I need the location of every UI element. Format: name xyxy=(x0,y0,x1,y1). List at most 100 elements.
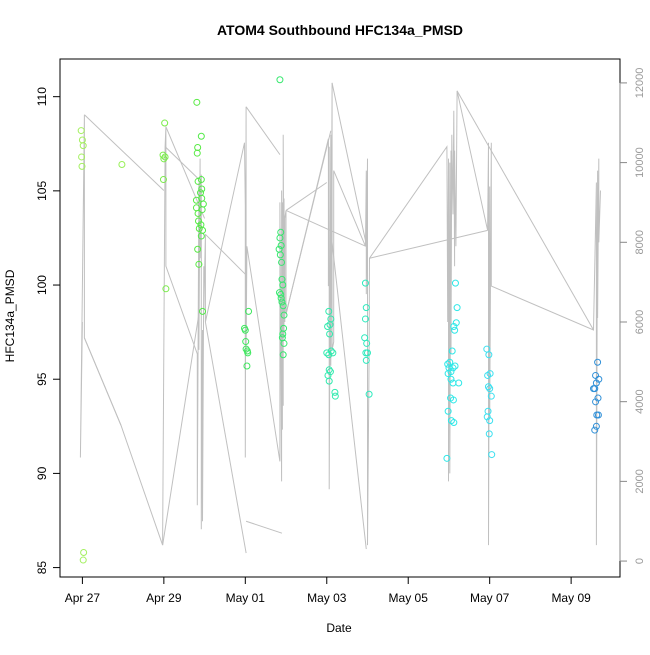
data-point xyxy=(363,349,371,357)
data-point xyxy=(331,388,339,396)
secondary-series xyxy=(79,82,601,554)
data-point xyxy=(363,339,371,347)
data-point xyxy=(276,76,284,84)
secondary-series-link xyxy=(331,82,368,247)
data-point xyxy=(197,232,205,240)
data-point xyxy=(279,351,287,359)
data-point xyxy=(361,315,369,323)
data-point xyxy=(245,307,253,315)
data-point xyxy=(486,385,494,393)
secondary-series-link xyxy=(245,106,281,155)
data-point xyxy=(331,392,339,400)
secondary-series-link xyxy=(285,182,328,211)
y-tick-label: 85 xyxy=(35,561,49,575)
data-point xyxy=(324,322,332,330)
data-point xyxy=(199,307,207,315)
data-point xyxy=(161,119,169,127)
data-point xyxy=(277,290,285,298)
data-point xyxy=(325,307,333,315)
secondary-series-link xyxy=(164,146,199,179)
data-point xyxy=(451,326,459,334)
y-tick-label: 105 xyxy=(35,181,49,201)
data-point xyxy=(279,302,287,310)
data-point xyxy=(198,206,206,214)
data-point xyxy=(484,383,492,391)
data-point xyxy=(78,162,86,170)
data-point xyxy=(592,398,600,406)
y2-tick-label: 4000 xyxy=(634,389,646,413)
secondary-series-link xyxy=(285,130,332,315)
data-point xyxy=(241,326,249,334)
y2-tick-label: 10000 xyxy=(634,147,646,178)
data-point xyxy=(444,360,452,368)
data-point xyxy=(194,209,202,217)
data-point xyxy=(447,375,455,383)
chart-title: ATOM4 Southbound HFC134a_PMSD xyxy=(217,22,463,38)
data-point xyxy=(193,149,201,157)
data-point xyxy=(278,298,286,306)
data-point xyxy=(280,311,288,319)
data-point xyxy=(159,176,167,184)
data-point xyxy=(444,370,452,378)
y2-tick-label: 0 xyxy=(634,558,646,564)
y2-tick-label: 2000 xyxy=(634,469,646,493)
data-point xyxy=(161,153,169,161)
x-tick-label: May 09 xyxy=(551,591,591,605)
secondary-series-link xyxy=(369,229,488,259)
data-point xyxy=(277,294,285,302)
data-point xyxy=(592,422,600,430)
data-point xyxy=(455,379,463,387)
data-point xyxy=(79,556,87,564)
data-point xyxy=(118,160,126,168)
data-point xyxy=(198,185,206,193)
data-point xyxy=(160,155,168,163)
y2-tick-label: 12000 xyxy=(634,68,646,99)
y2-tick-label: 8000 xyxy=(634,230,646,254)
x-tick-label: May 03 xyxy=(307,591,347,605)
scatter-points xyxy=(77,76,603,564)
data-point xyxy=(242,345,250,353)
x-axis-label: Date xyxy=(326,621,352,635)
data-point xyxy=(197,132,205,140)
data-point xyxy=(193,98,201,106)
x-axis: Apr 27 Apr 29 May 01 May 03 May 05 May 07 May … xyxy=(65,576,591,605)
data-point xyxy=(194,245,202,253)
data-point xyxy=(449,396,457,404)
secondary-series-link xyxy=(162,313,200,546)
data-point xyxy=(77,127,85,135)
data-point xyxy=(488,451,496,459)
secondary-series-link xyxy=(205,233,246,275)
data-point xyxy=(280,339,288,347)
data-point xyxy=(365,390,373,398)
data-point xyxy=(594,411,602,419)
y-tick-label: 90 xyxy=(35,466,49,480)
data-point xyxy=(448,347,456,355)
data-point xyxy=(244,349,252,357)
data-point xyxy=(329,349,337,357)
data-point xyxy=(485,351,493,359)
x-tick-label: May 07 xyxy=(470,591,510,605)
data-point xyxy=(162,285,170,293)
secondary-series-link xyxy=(204,321,247,554)
data-point xyxy=(451,362,459,370)
y-tick-label: 95 xyxy=(35,372,49,386)
data-point xyxy=(452,319,460,327)
y-tick-label: 110 xyxy=(35,87,49,106)
data-point xyxy=(361,279,369,287)
secondary-series-link xyxy=(83,337,122,426)
secondary-series-link xyxy=(331,242,367,550)
data-point xyxy=(362,304,370,312)
data-point xyxy=(449,364,457,372)
data-point xyxy=(451,279,459,287)
x-tick-label: May 05 xyxy=(389,591,429,605)
data-point xyxy=(242,338,250,346)
data-point xyxy=(325,377,333,385)
data-point xyxy=(594,358,602,366)
secondary-series-link xyxy=(456,90,594,331)
data-point xyxy=(444,407,452,415)
data-point xyxy=(486,370,494,378)
data-point xyxy=(362,356,370,364)
x-tick-label: May 01 xyxy=(226,591,266,605)
